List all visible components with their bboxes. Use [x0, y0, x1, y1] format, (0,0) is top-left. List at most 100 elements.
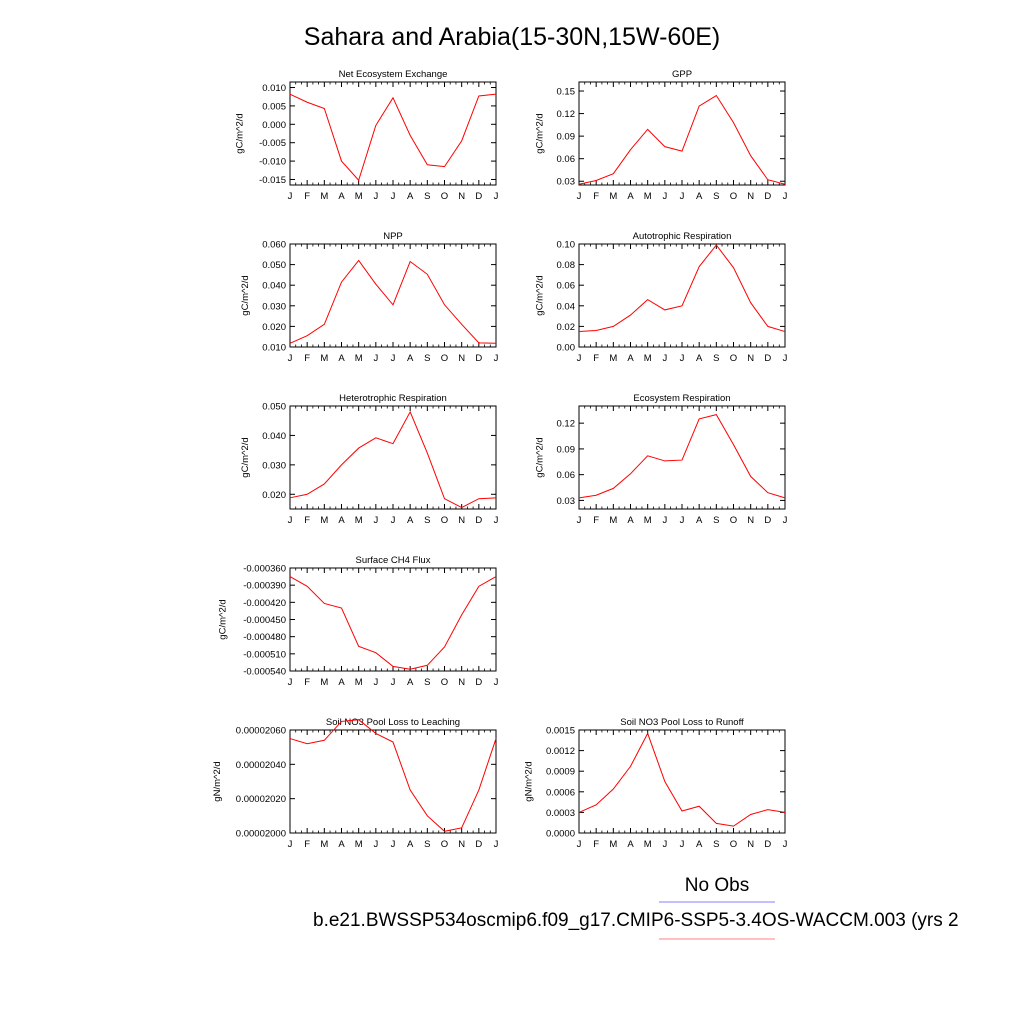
x-tick-label: J	[680, 839, 685, 850]
x-tick-label: J	[373, 515, 378, 526]
x-tick-label: S	[713, 353, 719, 364]
x-tick-label: M	[644, 191, 652, 202]
x-tick-label: A	[696, 353, 703, 364]
x-tick-label: S	[713, 515, 719, 526]
x-tick-label: S	[424, 515, 430, 526]
x-tick-label: J	[288, 839, 293, 850]
x-tick-label: N	[747, 353, 754, 364]
y-tick-label: 0.00002000	[236, 829, 286, 840]
x-tick-label: D	[475, 353, 482, 364]
x-tick-label: J	[373, 191, 378, 202]
x-tick-label: J	[577, 515, 582, 526]
x-tick-label: J	[494, 677, 499, 688]
x-tick-label: M	[609, 191, 617, 202]
x-tick-label: O	[441, 677, 448, 688]
y-axis-label: gN/m^2/d	[523, 761, 534, 801]
y-tick-label: 0.09	[557, 444, 576, 455]
x-tick-label: M	[320, 515, 328, 526]
x-tick-label: J	[391, 839, 396, 850]
y-tick-label: -0.000360	[243, 564, 286, 575]
plot-frame	[578, 405, 786, 510]
x-tick-label: N	[458, 353, 465, 364]
y-axis-label: gN/m^2/d	[212, 761, 223, 801]
x-tick-label: M	[355, 677, 363, 688]
y-tick-label: 0.0003	[546, 808, 575, 819]
y-tick-label: 0.0009	[546, 767, 575, 778]
x-tick-label: S	[424, 191, 430, 202]
x-tick-label: M	[609, 515, 617, 526]
y-tick-label: 0.00002060	[236, 726, 286, 737]
panel-title: Soil NO3 Pool Loss to Runoff	[620, 717, 744, 728]
y-axis-label: gC/m^2/d	[535, 275, 546, 315]
x-tick-label: O	[730, 515, 737, 526]
y-tick-label: 0.010	[262, 83, 286, 94]
x-tick-label: J	[391, 191, 396, 202]
x-tick-label: M	[355, 515, 363, 526]
y-tick-label: 0.050	[262, 260, 286, 271]
legend-no-obs-label: No Obs	[685, 875, 749, 896]
x-tick-label: O	[441, 353, 448, 364]
x-tick-label: A	[696, 515, 703, 526]
x-tick-label: F	[304, 515, 310, 526]
y-tick-label: 0.06	[557, 154, 576, 165]
y-tick-label: 0.03	[557, 177, 576, 188]
y-tick-label: 0.06	[557, 281, 576, 292]
y-tick-label: 0.030	[262, 460, 286, 471]
y-axis-label: gC/m^2/d	[218, 599, 229, 639]
x-tick-label: D	[764, 191, 771, 202]
x-tick-label: A	[696, 191, 703, 202]
plot-frame	[289, 405, 497, 510]
x-tick-label: F	[304, 353, 310, 364]
legend: No Obs b.e21.BWSSP534oscmip6.f09_g17.CMI…	[313, 875, 959, 940]
y-axis-label: gC/m^2/d	[535, 437, 546, 477]
x-tick-label: F	[593, 191, 599, 202]
x-tick-label: J	[391, 515, 396, 526]
plot-frame	[289, 243, 497, 348]
y-tick-label: -0.000480	[243, 632, 286, 643]
x-tick-label: A	[696, 839, 703, 850]
y-tick-label: 0.040	[262, 281, 286, 292]
x-tick-label: M	[320, 353, 328, 364]
y-tick-label: 0.02	[557, 322, 576, 333]
x-tick-label: J	[391, 353, 396, 364]
plot-frame	[289, 729, 497, 834]
x-tick-label: J	[662, 353, 667, 364]
x-tick-label: J	[662, 515, 667, 526]
x-tick-label: A	[407, 191, 414, 202]
x-tick-label: D	[764, 515, 771, 526]
y-tick-label: -0.000450	[243, 615, 286, 626]
y-tick-label: 0.020	[262, 322, 286, 333]
x-tick-label: N	[458, 191, 465, 202]
panel-title: Soil NO3 Pool Loss to Leaching	[326, 717, 460, 728]
x-tick-label: A	[407, 677, 414, 688]
y-tick-label: -0.005	[259, 138, 286, 149]
x-tick-label: A	[627, 515, 634, 526]
x-tick-label: F	[593, 515, 599, 526]
y-tick-label: 0.00	[557, 343, 576, 354]
y-tick-label: 0.010	[262, 343, 286, 354]
x-tick-label: A	[407, 839, 414, 850]
x-tick-label: J	[288, 353, 293, 364]
figure-title: Sahara and Arabia(15-30N,15W-60E)	[304, 23, 720, 51]
x-tick-label: J	[680, 353, 685, 364]
series-line	[578, 732, 786, 827]
x-tick-label: O	[730, 839, 737, 850]
x-tick-label: M	[644, 353, 652, 364]
x-tick-label: A	[407, 353, 414, 364]
x-tick-label: M	[609, 353, 617, 364]
x-tick-label: D	[475, 515, 482, 526]
series-line	[578, 414, 786, 499]
x-tick-label: F	[593, 353, 599, 364]
x-tick-label: M	[320, 839, 328, 850]
x-tick-label: A	[627, 839, 634, 850]
x-tick-label: M	[355, 191, 363, 202]
x-tick-label: S	[424, 353, 430, 364]
x-tick-label: J	[494, 839, 499, 850]
y-tick-label: 0.12	[557, 419, 576, 430]
x-tick-label: D	[764, 839, 771, 850]
